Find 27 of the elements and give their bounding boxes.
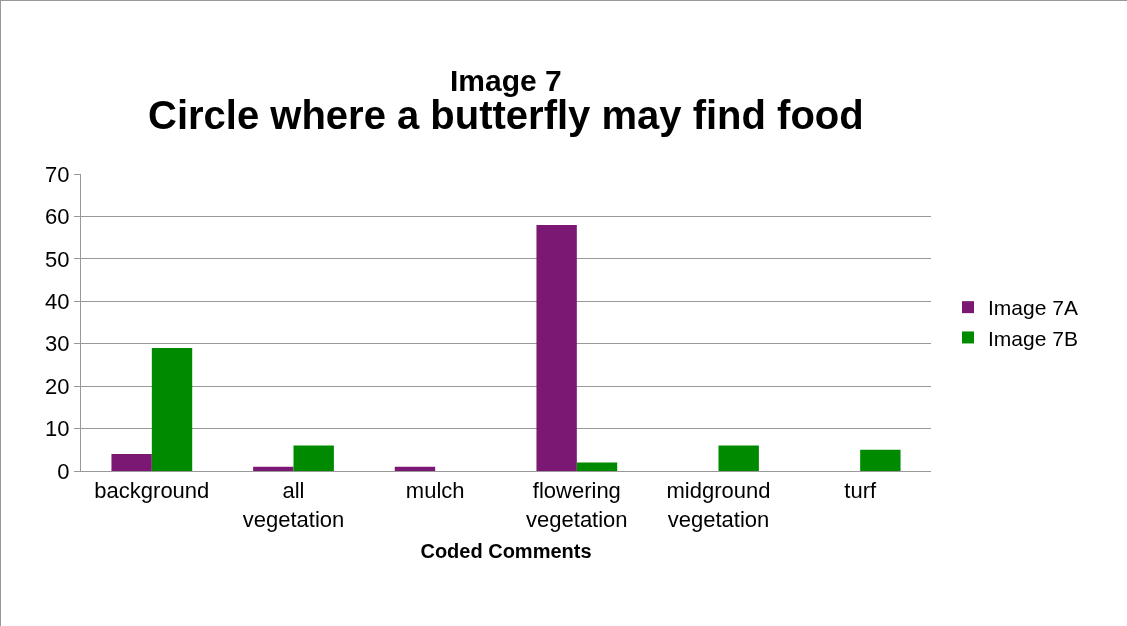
x-tick-label: turf [844, 478, 877, 504]
bar [576, 462, 618, 471]
bar [860, 449, 901, 471]
bar [253, 466, 294, 471]
legend-label: Image 7A [988, 296, 1078, 320]
bar [718, 445, 759, 471]
legend-label: Image 7B [988, 326, 1078, 350]
bar [111, 454, 152, 471]
chart-title: Image 7 [450, 64, 562, 97]
y-tick-label: 50 [45, 246, 70, 272]
x-axis-title: Coded Comments [420, 539, 592, 562]
y-tick-label: 40 [45, 288, 70, 314]
x-tick-label: all vegetation [242, 478, 345, 532]
y-tick-label: 70 [45, 161, 70, 187]
bar [151, 347, 193, 471]
y-tick-label: 0 [57, 458, 70, 484]
bar [394, 466, 436, 471]
x-tick-label: background [94, 478, 210, 504]
bar [293, 445, 334, 471]
y-tick-label: 30 [45, 331, 70, 357]
x-tick-label: mulch [405, 478, 465, 504]
x-tick-label: midground vegetation [666, 478, 771, 532]
bar [536, 224, 577, 471]
x-tick-label: flowering vegetation [526, 478, 628, 532]
y-tick-label: 20 [45, 373, 70, 399]
y-tick-label: 10 [45, 416, 70, 442]
y-tick-label: 60 [45, 204, 70, 230]
